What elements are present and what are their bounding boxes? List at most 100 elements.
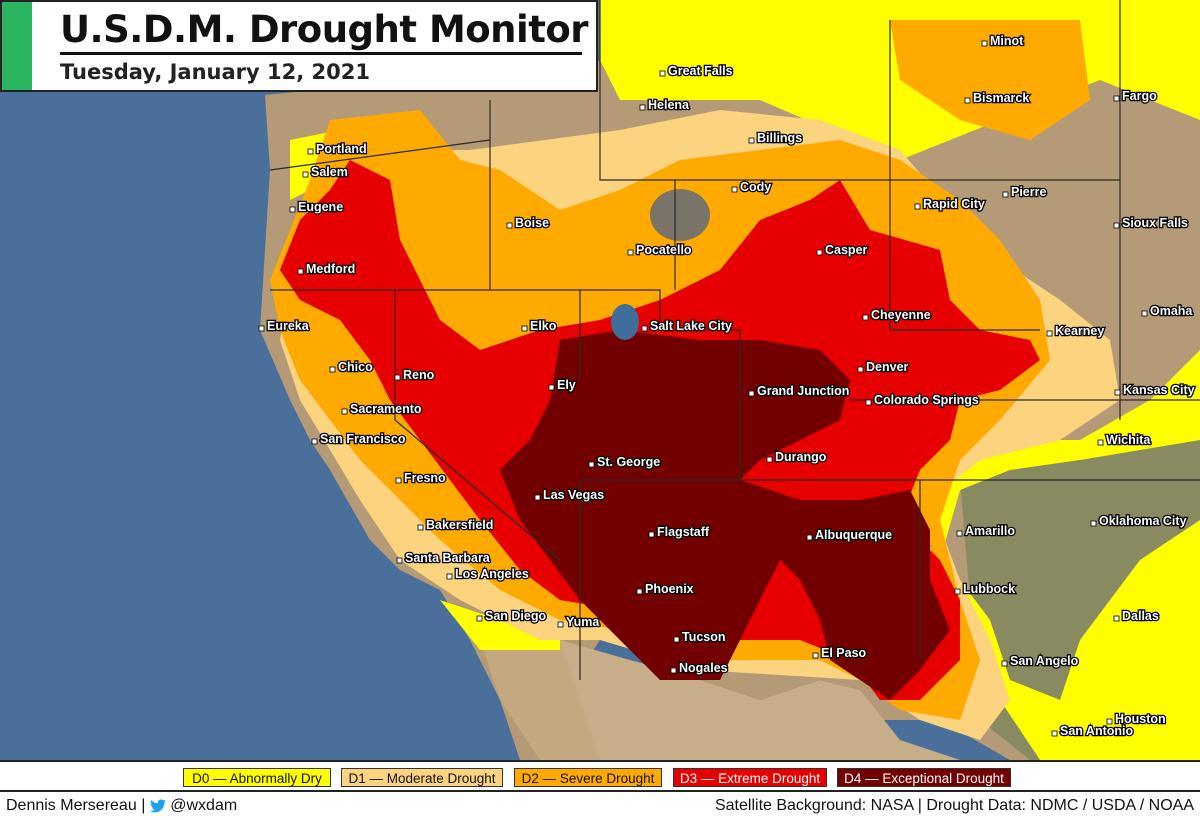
city-marker: Sioux Falls bbox=[1113, 215, 1189, 231]
city-marker: Reno bbox=[394, 367, 436, 383]
city-label: Omaha bbox=[1150, 304, 1193, 318]
city-label: Salem bbox=[311, 165, 348, 179]
city-marker: Fargo bbox=[1113, 88, 1158, 104]
city-label: Los Angeles bbox=[455, 567, 529, 581]
city-dot bbox=[1002, 191, 1009, 198]
city-marker: San Angelo bbox=[1001, 653, 1080, 669]
city-marker: Durango bbox=[766, 449, 828, 465]
legend-item-d2: D2 — Severe Drought bbox=[514, 768, 662, 787]
city-marker: Yuma bbox=[557, 614, 602, 630]
city-dot bbox=[588, 461, 595, 468]
city-marker: Albuquerque bbox=[806, 527, 893, 543]
footer-separator: | bbox=[141, 797, 146, 814]
city-dot bbox=[981, 40, 988, 47]
city-marker: Dallas bbox=[1113, 608, 1160, 624]
city-dot bbox=[1051, 730, 1058, 737]
city-label: San Francisco bbox=[320, 432, 406, 446]
city-label: El Paso bbox=[821, 646, 867, 660]
city-marker: Elko bbox=[521, 318, 558, 334]
city-marker: Los Angeles bbox=[446, 566, 530, 582]
city-dot bbox=[812, 652, 819, 659]
city-dot bbox=[302, 171, 309, 178]
city-dot bbox=[1113, 95, 1120, 102]
city-marker: Tucson bbox=[673, 629, 727, 645]
city-dot bbox=[446, 573, 453, 580]
city-label: Billings bbox=[757, 131, 802, 145]
data-credits: Satellite Background: NASA | Drought Dat… bbox=[714, 797, 1194, 814]
city-dot bbox=[557, 621, 564, 628]
city-dot bbox=[307, 148, 314, 155]
city-dot bbox=[627, 249, 634, 256]
city-marker: Kearney bbox=[1046, 323, 1106, 339]
city-marker: San Diego bbox=[476, 608, 548, 624]
city-label: Yuma bbox=[566, 615, 600, 629]
city-marker: Billings bbox=[748, 130, 803, 146]
city-label: Dallas bbox=[1122, 609, 1159, 623]
great-salt-lake bbox=[611, 304, 639, 340]
city-label: San Diego bbox=[485, 609, 546, 623]
city-marker: Great Falls bbox=[659, 63, 734, 79]
city-label: Grand Junction bbox=[757, 384, 849, 398]
city-marker: Bakersfield bbox=[417, 517, 495, 533]
city-marker: Fresno bbox=[395, 470, 447, 486]
city-label: Helena bbox=[648, 98, 690, 112]
city-dot bbox=[1114, 389, 1121, 396]
city-dot bbox=[311, 438, 318, 445]
city-marker: Colorado Springs bbox=[865, 392, 980, 408]
city-marker: Kansas City bbox=[1114, 382, 1196, 398]
city-marker: El Paso bbox=[812, 645, 868, 661]
city-dot bbox=[816, 249, 823, 256]
city-marker: Houston bbox=[1106, 711, 1167, 727]
city-marker: Bismarck bbox=[964, 90, 1031, 106]
d4-region bbox=[500, 330, 950, 700]
city-dot bbox=[476, 615, 483, 622]
city-label: Bakersfield bbox=[426, 518, 493, 532]
city-dot bbox=[670, 667, 677, 674]
city-label: Chico bbox=[338, 360, 373, 374]
city-dot bbox=[289, 206, 296, 213]
city-marker: Nogales bbox=[670, 660, 729, 676]
city-marker: Minot bbox=[981, 33, 1025, 49]
city-marker: Medford bbox=[297, 261, 357, 277]
legend: D0 — Abnormally Dry D1 — Moderate Drough… bbox=[0, 760, 1200, 790]
cities-layer: Great Falls Minot Helena Bismarck Fargo Billi… bbox=[258, 33, 1196, 739]
city-marker: Flagstaff bbox=[648, 524, 711, 540]
city-label: Cheyenne bbox=[871, 308, 931, 322]
title-accent-bar bbox=[2, 2, 32, 90]
city-marker: Portland bbox=[307, 141, 368, 157]
city-label: Portland bbox=[316, 142, 367, 156]
city-dot bbox=[954, 588, 961, 595]
city-label: Minot bbox=[990, 34, 1024, 48]
city-marker: Amarillo bbox=[956, 523, 1017, 539]
city-dot bbox=[673, 636, 680, 643]
state-borders bbox=[269, 0, 1200, 680]
legend-item-d4: D4 — Exceptional Drought bbox=[837, 768, 1011, 787]
city-dot bbox=[1113, 222, 1120, 229]
city-label: Rapid City bbox=[923, 197, 985, 211]
city-dot bbox=[865, 399, 872, 406]
city-label: Boise bbox=[515, 216, 549, 230]
yellowstone-area bbox=[650, 189, 710, 241]
city-label: Elko bbox=[530, 319, 557, 333]
city-dot bbox=[1001, 660, 1008, 667]
title-box: U.S.D.M. Drought Monitor Tuesday, Januar… bbox=[0, 0, 598, 92]
city-dot bbox=[521, 325, 528, 332]
twitter-bird-icon bbox=[149, 799, 166, 818]
city-dot bbox=[1106, 718, 1113, 725]
city-dot bbox=[1046, 330, 1053, 337]
city-dot bbox=[534, 494, 541, 501]
legend-item-d0: D0 — Abnormally Dry bbox=[183, 768, 331, 787]
city-marker: Wichita bbox=[1097, 432, 1153, 448]
city-label: Ely bbox=[557, 378, 576, 392]
city-dot bbox=[394, 374, 401, 381]
city-label: Albuquerque bbox=[815, 528, 892, 542]
city-dot bbox=[548, 384, 555, 391]
city-label: Kansas City bbox=[1123, 383, 1195, 397]
city-label: Flagstaff bbox=[657, 525, 710, 539]
city-dot bbox=[914, 203, 921, 210]
title-divider bbox=[60, 52, 582, 55]
city-label: St. George bbox=[597, 455, 660, 469]
city-marker: Oklahoma City bbox=[1090, 513, 1188, 529]
city-marker: St. George bbox=[588, 454, 662, 470]
city-dot bbox=[1141, 310, 1148, 317]
